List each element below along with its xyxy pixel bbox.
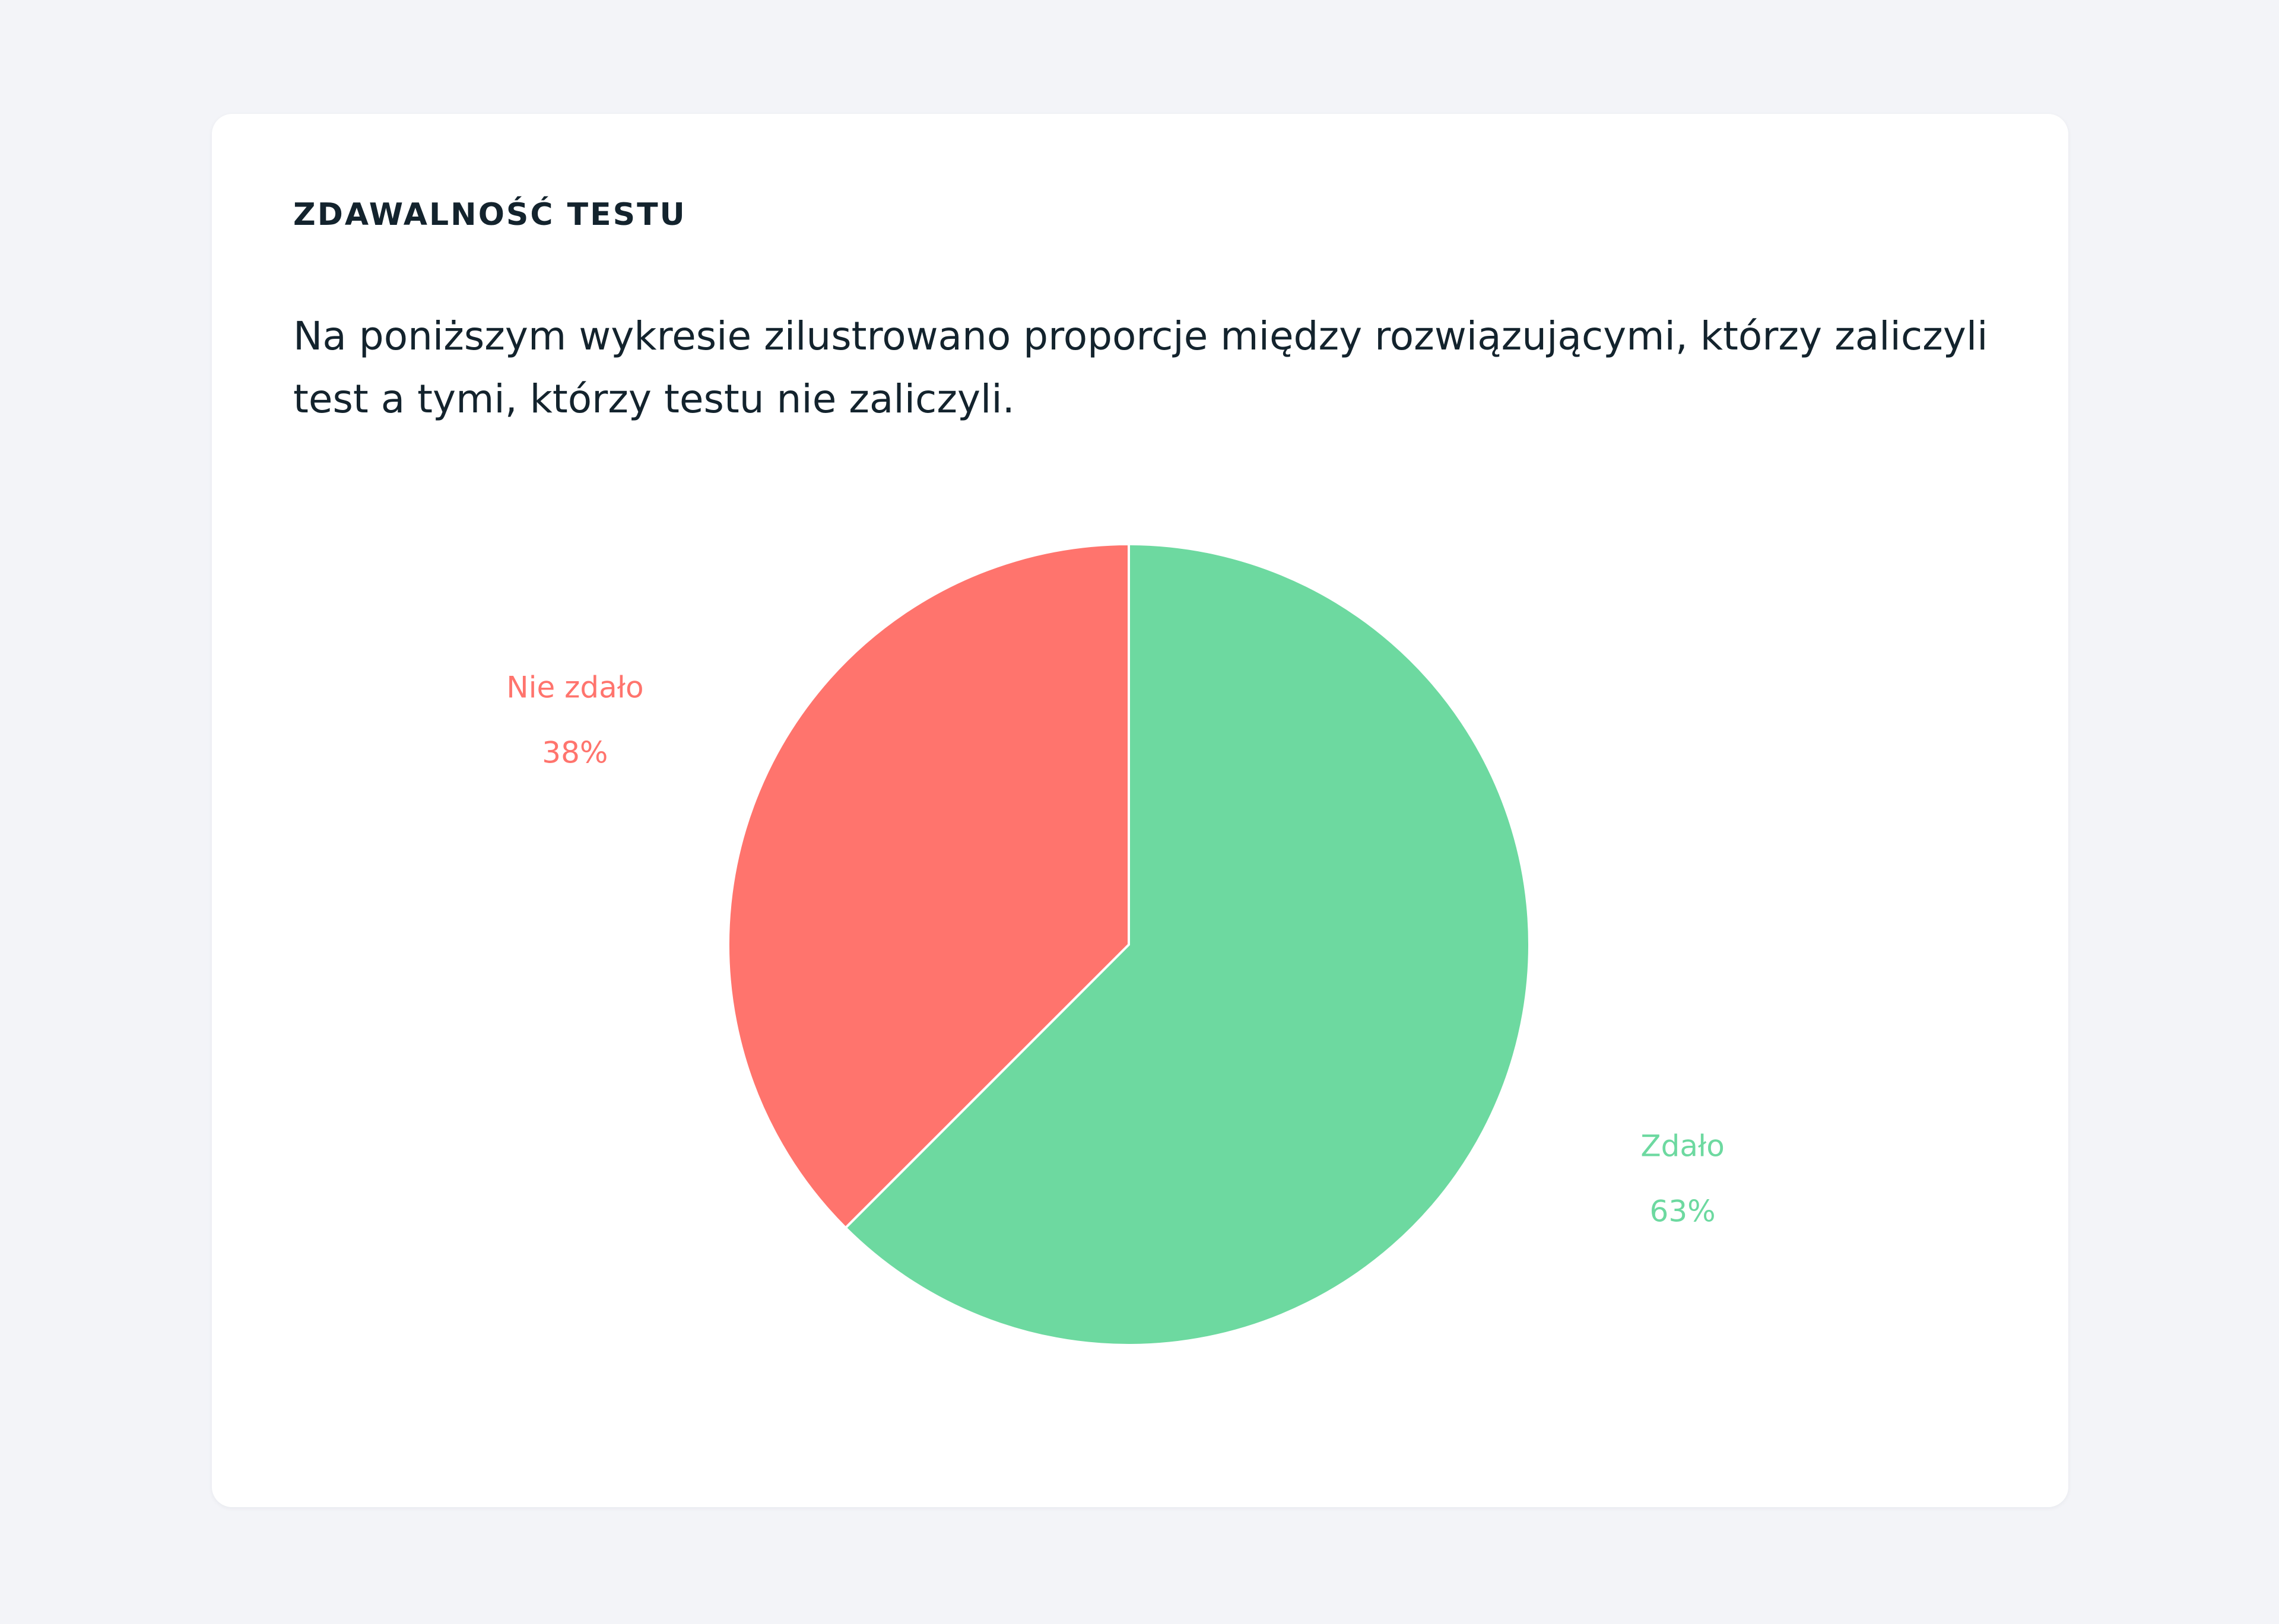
slice-percent-zdalo: 63%	[1650, 1194, 1716, 1229]
pie-chart: Zdało 63% Nie zdało 38%	[506, 543, 1725, 1346]
pie-slices	[727, 543, 1531, 1346]
slice-percent-nie-zdalo: 38%	[542, 735, 608, 770]
pie-labels: Zdało 63% Nie zdało 38%	[506, 670, 1725, 1228]
pie-slice-zdalo[interactable]	[844, 543, 1531, 1346]
card-description: Na poniższym wykresie zilustrowano propo…	[293, 313, 1988, 422]
pie-slice-nie-zdalo[interactable]	[727, 543, 1130, 1229]
test-pass-rate-card: ZDAWALNOŚĆ TESTU Na poniższym wykresie z…	[212, 114, 2068, 1507]
card-title: ZDAWALNOŚĆ TESTU	[293, 197, 687, 233]
slice-label-zdalo: Zdało	[1640, 1129, 1724, 1164]
slice-label-nie-zdalo: Nie zdało	[506, 670, 643, 704]
